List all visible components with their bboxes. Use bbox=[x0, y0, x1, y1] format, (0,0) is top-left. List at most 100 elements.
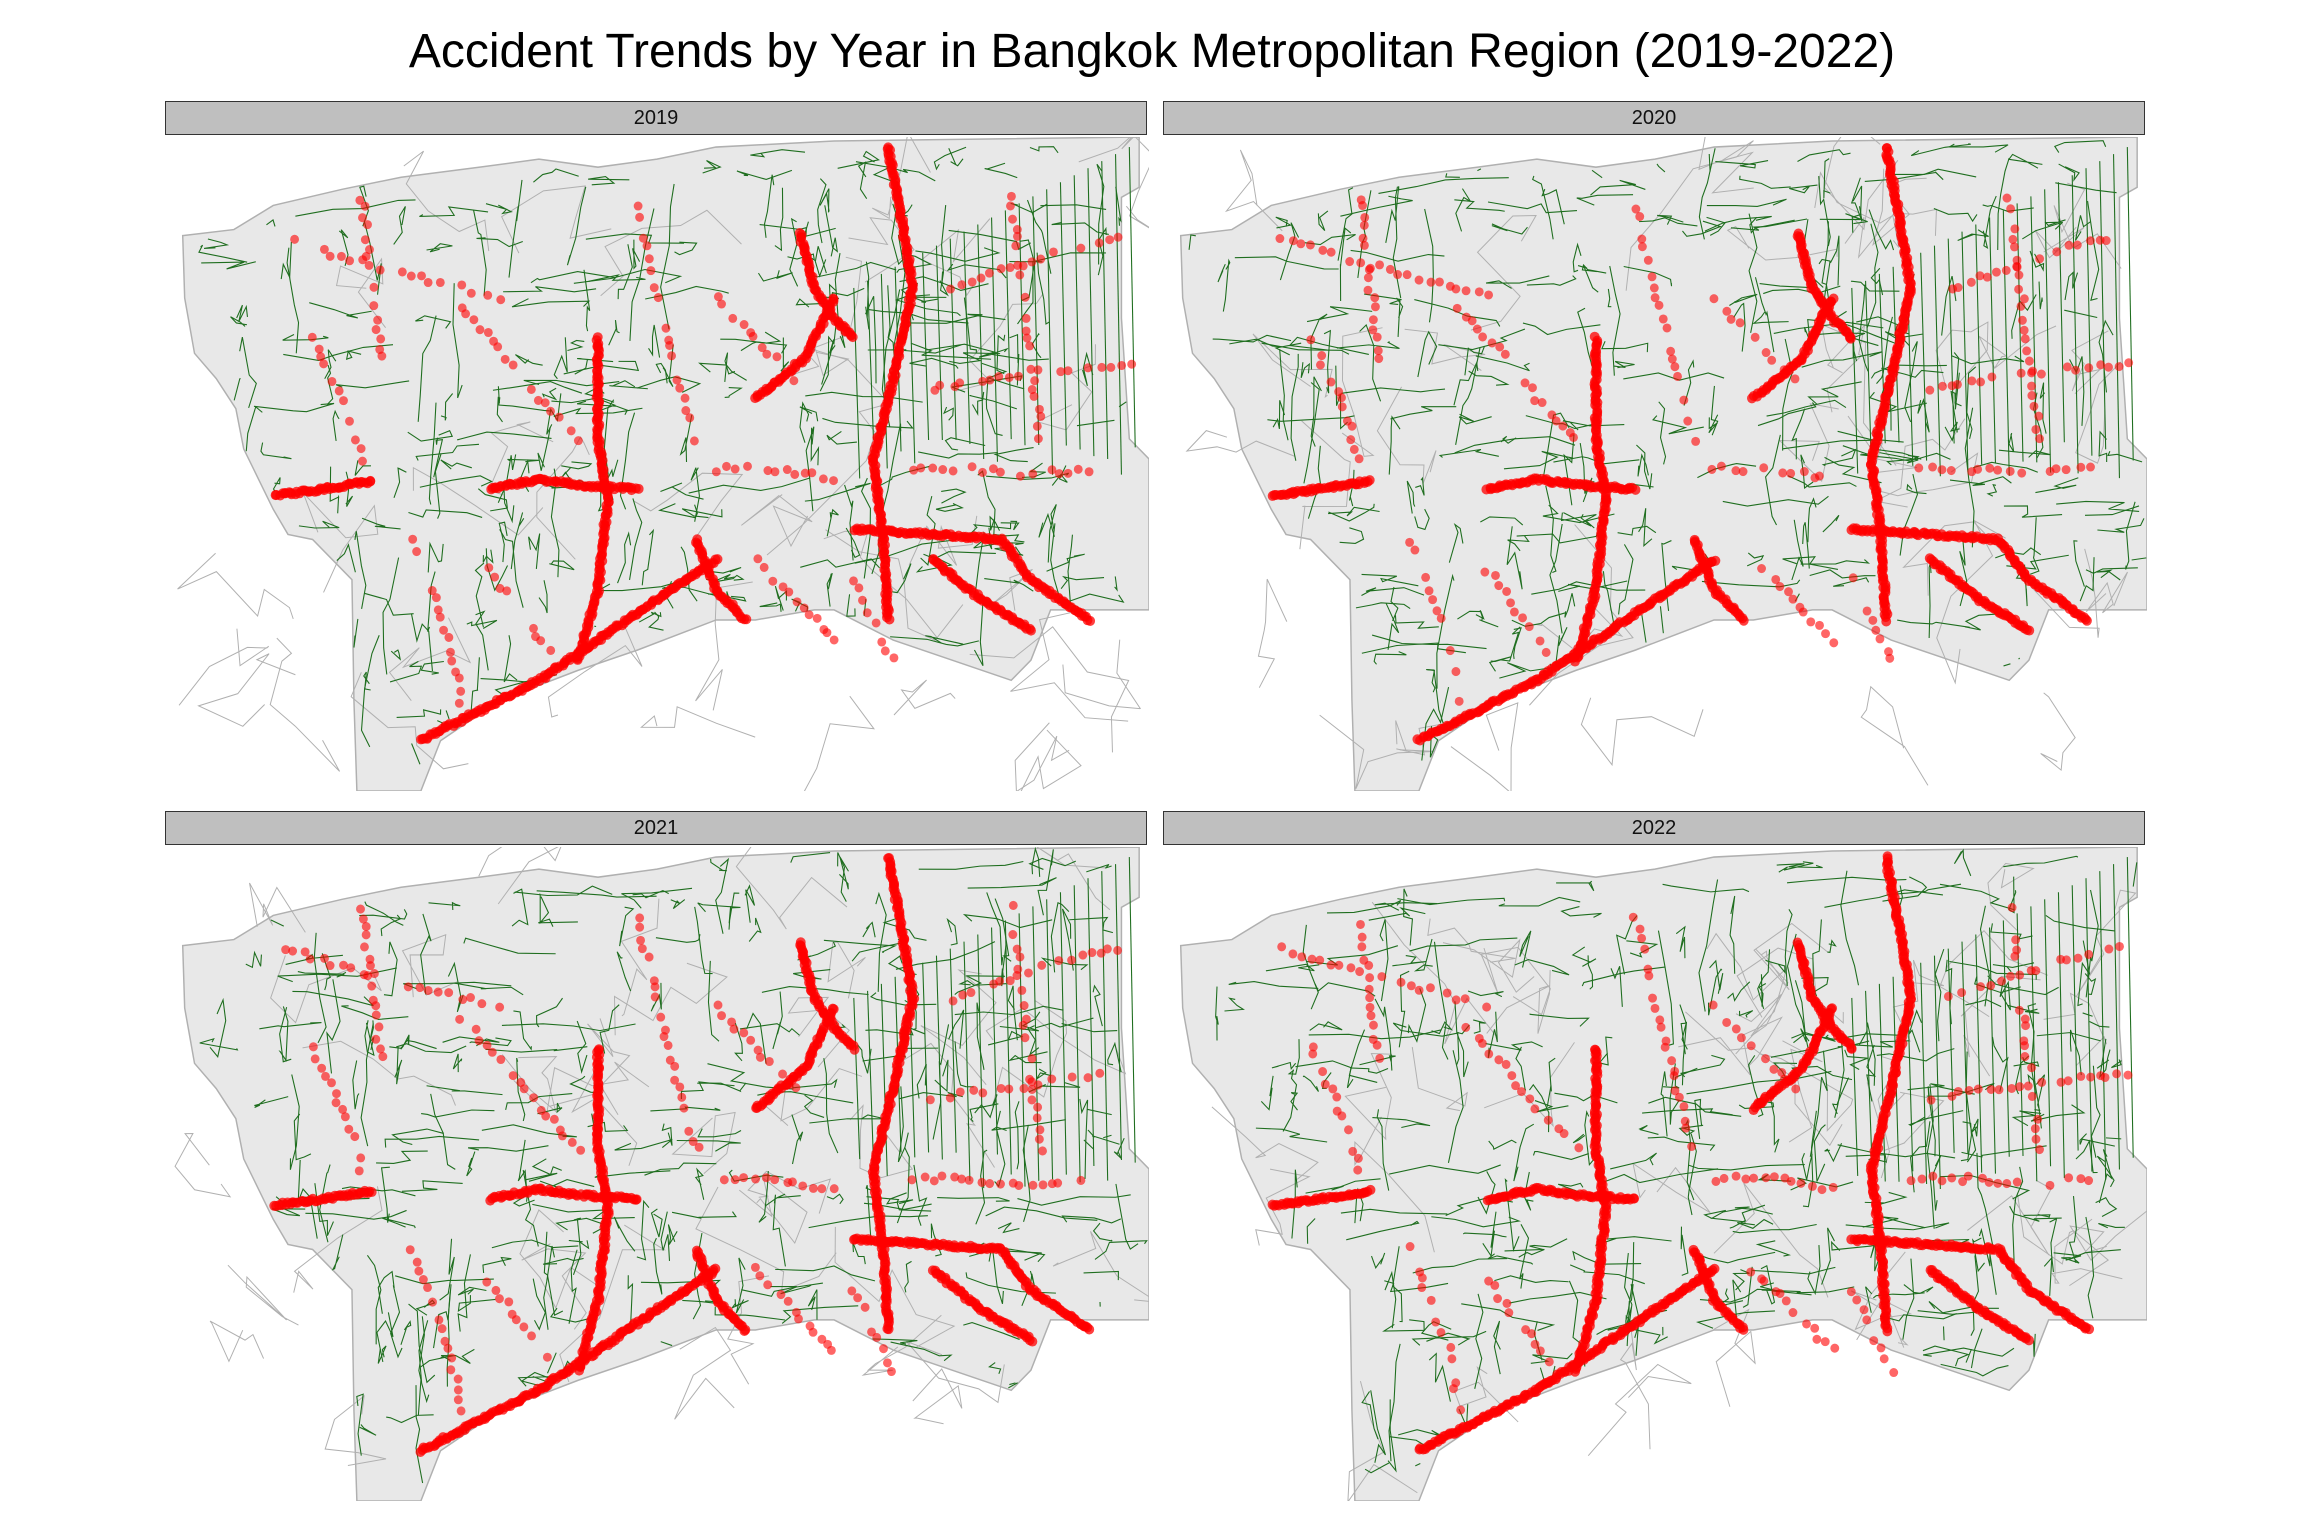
accident-point bbox=[536, 636, 546, 646]
accident-point bbox=[858, 595, 867, 605]
accident-point bbox=[1871, 625, 1881, 635]
accident-point bbox=[1368, 315, 1378, 325]
accident-point bbox=[423, 1282, 432, 1293]
accident-point bbox=[684, 1126, 694, 1136]
accident-point bbox=[1424, 586, 1434, 596]
accident-point bbox=[1722, 306, 1732, 316]
accident-point bbox=[1360, 212, 1370, 223]
accident-point bbox=[366, 1186, 377, 1198]
accident-point bbox=[2001, 265, 2011, 275]
accident-point bbox=[1906, 1176, 1916, 1186]
accident-point bbox=[1674, 1092, 1684, 1102]
accident-point bbox=[650, 992, 660, 1002]
accident-point bbox=[1076, 243, 1086, 253]
accident-point bbox=[1305, 240, 1315, 250]
accident-point bbox=[1738, 1324, 1749, 1335]
accident-point bbox=[770, 1175, 780, 1185]
accident-point bbox=[356, 904, 365, 914]
accident-point bbox=[1710, 555, 1721, 566]
accident-point bbox=[1035, 404, 1044, 414]
accident-point bbox=[321, 1071, 330, 1081]
accident-point bbox=[1628, 912, 1638, 922]
accident-point bbox=[1656, 1022, 1666, 1032]
facet-panel-2020: 2020 bbox=[1163, 101, 2147, 791]
accident-point bbox=[1375, 1053, 1385, 1063]
accident-point bbox=[345, 256, 355, 266]
accident-point bbox=[1035, 1125, 1045, 1135]
accident-point bbox=[1356, 919, 1365, 930]
accident-point bbox=[1719, 1173, 1729, 1183]
accident-point bbox=[377, 351, 387, 361]
accident-point bbox=[675, 1082, 685, 1092]
accident-point bbox=[1436, 1327, 1446, 1337]
accident-point bbox=[2020, 334, 2030, 344]
accident-point bbox=[439, 625, 448, 635]
accident-point bbox=[631, 1194, 642, 1205]
accident-point bbox=[1518, 613, 1527, 623]
accident-point bbox=[739, 1325, 750, 1336]
accident-point bbox=[423, 985, 433, 996]
accident-point bbox=[2035, 1145, 2044, 1155]
accident-point bbox=[363, 220, 372, 230]
accident-point bbox=[996, 1179, 1005, 1189]
accident-point bbox=[1495, 342, 1505, 352]
accident-point bbox=[2012, 1177, 2022, 1187]
accident-point bbox=[739, 320, 749, 330]
accident-point bbox=[1812, 1334, 1822, 1344]
accident-point bbox=[828, 294, 839, 305]
accident-point bbox=[829, 1184, 839, 1194]
accident-point bbox=[1993, 465, 2003, 475]
accident-point bbox=[1544, 1357, 1554, 1367]
accident-point bbox=[2014, 1005, 2024, 1015]
accident-point bbox=[1094, 238, 1104, 248]
accident-point bbox=[2006, 204, 2016, 214]
accident-point bbox=[1028, 469, 1038, 479]
accident-point bbox=[650, 982, 660, 992]
accident-point bbox=[1759, 463, 1769, 473]
accident-point bbox=[1442, 988, 1452, 998]
accident-point bbox=[879, 1344, 888, 1354]
accident-point bbox=[1761, 347, 1771, 358]
accident-point bbox=[1033, 434, 1043, 444]
accident-point bbox=[1364, 265, 1374, 275]
accident-point bbox=[1669, 1071, 1679, 1081]
facet-panel-2021: 2021 bbox=[165, 811, 1149, 1501]
accident-point bbox=[1494, 581, 1504, 591]
accident-point bbox=[1076, 1175, 1086, 1185]
accident-point bbox=[860, 1302, 870, 1312]
accident-point bbox=[884, 614, 895, 625]
accident-point bbox=[2084, 1324, 2095, 1335]
accident-point bbox=[1810, 1323, 1820, 1333]
accident-point bbox=[1829, 638, 1839, 648]
accident-point bbox=[1527, 1329, 1537, 1339]
accident-point bbox=[984, 268, 994, 278]
accident-point bbox=[1054, 469, 1064, 479]
accident-point bbox=[1008, 214, 1017, 224]
accident-point bbox=[2084, 949, 2094, 959]
accident-point bbox=[1318, 245, 1328, 255]
accident-point bbox=[2084, 1176, 2094, 1186]
accident-point bbox=[1026, 364, 1036, 374]
accident-point bbox=[1928, 462, 1938, 472]
accident-point bbox=[1087, 948, 1097, 958]
accident-point bbox=[1746, 1041, 1756, 1051]
accident-point bbox=[2071, 365, 2080, 375]
accident-point bbox=[345, 416, 354, 426]
accident-point bbox=[1953, 282, 1963, 293]
accident-point bbox=[1667, 1056, 1677, 1066]
accident-point bbox=[1986, 981, 1996, 991]
accident-point bbox=[300, 947, 310, 957]
accident-point bbox=[996, 1083, 1006, 1094]
accident-point bbox=[713, 1000, 723, 1010]
accident-point bbox=[1786, 1176, 1796, 1186]
accident-point bbox=[1530, 1104, 1540, 1114]
accident-point bbox=[533, 395, 543, 405]
accident-point bbox=[1757, 564, 1766, 574]
accident-point bbox=[776, 1290, 786, 1300]
accident-point bbox=[314, 344, 324, 354]
accident-point bbox=[446, 647, 455, 657]
accident-point bbox=[1365, 1002, 1375, 1012]
accident-point bbox=[504, 1297, 514, 1307]
accident-point bbox=[1759, 1276, 1769, 1286]
accident-point bbox=[1859, 1305, 1869, 1315]
